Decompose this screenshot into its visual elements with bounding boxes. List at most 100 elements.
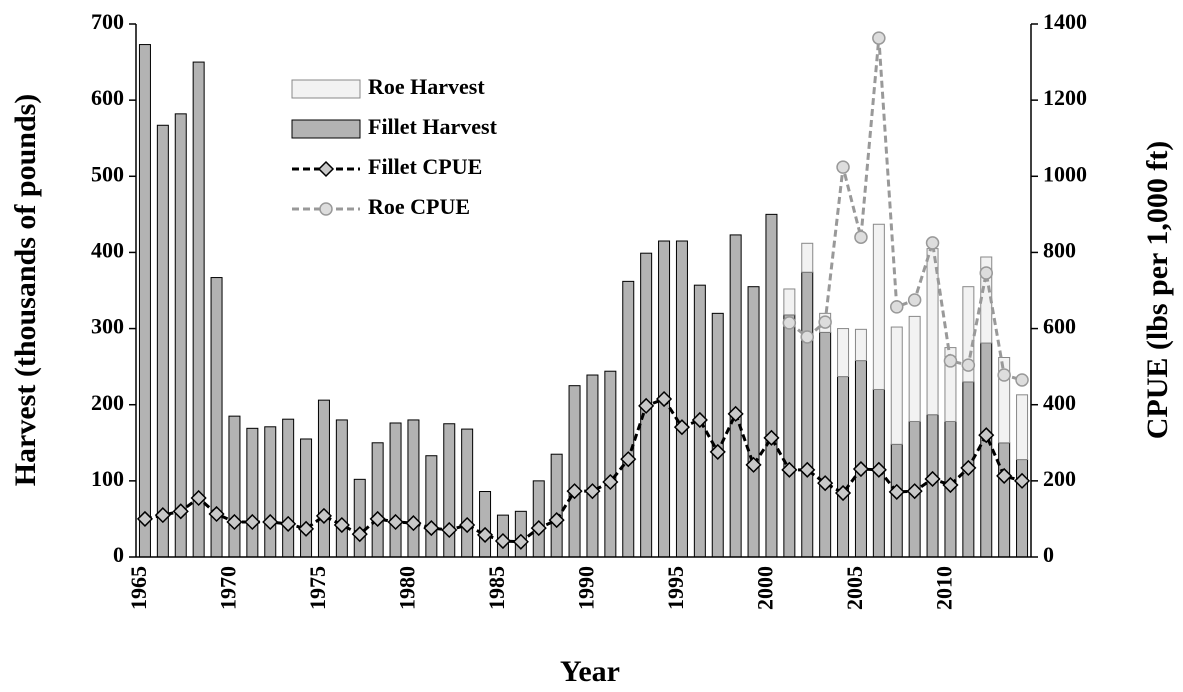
legend-label: Fillet Harvest — [368, 114, 498, 139]
x-tick-label: 1975 — [305, 566, 330, 610]
bar — [425, 455, 438, 558]
bar — [317, 399, 330, 558]
bar — [407, 419, 420, 558]
marker — [854, 230, 868, 244]
marker — [280, 515, 297, 532]
marker — [530, 520, 547, 537]
bar — [156, 124, 169, 558]
x-tick-label: 2005 — [842, 566, 867, 610]
marker — [745, 456, 762, 473]
bar — [998, 357, 1011, 444]
marker — [763, 429, 780, 446]
marker — [942, 476, 959, 494]
bar — [353, 478, 366, 558]
bar — [998, 442, 1011, 558]
marker — [548, 512, 565, 529]
bar — [783, 314, 796, 558]
marker — [315, 507, 333, 524]
marker — [978, 427, 995, 444]
marker — [960, 459, 977, 476]
bar — [729, 234, 742, 558]
x-tick-label: 1980 — [394, 566, 419, 610]
x-tick-label: 1985 — [484, 566, 509, 610]
bar — [264, 426, 277, 558]
legend-label: Roe Harvest — [368, 74, 485, 99]
bar — [747, 286, 760, 558]
y2-tick-label: 200 — [1043, 466, 1076, 491]
legend-label: Roe CPUE — [368, 194, 470, 219]
marker — [620, 451, 637, 468]
bar — [908, 315, 921, 422]
bar — [550, 453, 563, 558]
y-tick-label: 400 — [91, 237, 124, 262]
marker — [997, 368, 1011, 382]
marker — [494, 532, 512, 550]
legend-marker — [319, 202, 333, 216]
marker — [244, 513, 261, 531]
marker — [441, 521, 458, 539]
marker — [870, 461, 887, 478]
marker — [423, 520, 440, 537]
bar — [783, 288, 796, 316]
y2-tick-label: 800 — [1043, 237, 1076, 262]
bar — [192, 61, 205, 558]
legend-label: Fillet CPUE — [368, 154, 482, 179]
legend-swatch — [291, 79, 361, 99]
bar — [389, 422, 402, 558]
y-tick-label: 0 — [113, 542, 124, 567]
marker — [673, 419, 691, 436]
bar — [801, 242, 814, 273]
marker — [136, 510, 154, 527]
bar — [980, 342, 993, 558]
marker — [190, 489, 207, 507]
x-tick-label: 2010 — [931, 566, 956, 610]
marker — [208, 505, 225, 523]
y-tick-label: 500 — [91, 161, 124, 186]
marker — [799, 461, 816, 478]
y2-tick-label: 600 — [1043, 314, 1076, 339]
marker — [709, 443, 726, 460]
bar — [819, 331, 832, 558]
marker — [638, 397, 655, 414]
marker — [351, 526, 368, 543]
bar — [801, 271, 814, 558]
bar — [138, 44, 151, 558]
marker — [872, 31, 886, 45]
marker — [818, 315, 832, 329]
bar — [837, 376, 850, 558]
marker — [262, 513, 279, 531]
marker — [817, 475, 834, 492]
marker — [924, 470, 941, 488]
bar — [854, 328, 867, 362]
bar — [228, 415, 241, 558]
bar — [371, 442, 384, 558]
bar — [300, 438, 313, 558]
bar — [675, 240, 688, 558]
marker — [961, 358, 976, 372]
marker — [387, 513, 404, 531]
marker — [906, 483, 923, 500]
bar — [890, 326, 903, 445]
bar — [461, 428, 474, 558]
marker — [1013, 472, 1031, 489]
marker — [655, 390, 673, 408]
bar — [944, 347, 957, 422]
y2-axis-title: CPUE (lbs per 1,000 ft) — [1141, 141, 1174, 440]
bar — [282, 418, 295, 558]
bar — [479, 491, 492, 558]
marker — [566, 483, 583, 500]
bar — [532, 480, 545, 558]
marker — [172, 503, 189, 520]
legend-swatch — [291, 119, 361, 139]
x-tick-label: 1965 — [126, 566, 151, 610]
bar — [854, 360, 867, 558]
bar — [872, 223, 885, 390]
y-tick-label: 300 — [91, 314, 124, 339]
bar — [1016, 394, 1029, 461]
legend: Roe Harvest Fillet Harvest Fillet CPUE R… — [291, 74, 498, 219]
bar — [246, 427, 259, 558]
marker — [691, 411, 708, 429]
marker — [979, 266, 993, 280]
y2-tick-label: 1200 — [1043, 85, 1087, 110]
